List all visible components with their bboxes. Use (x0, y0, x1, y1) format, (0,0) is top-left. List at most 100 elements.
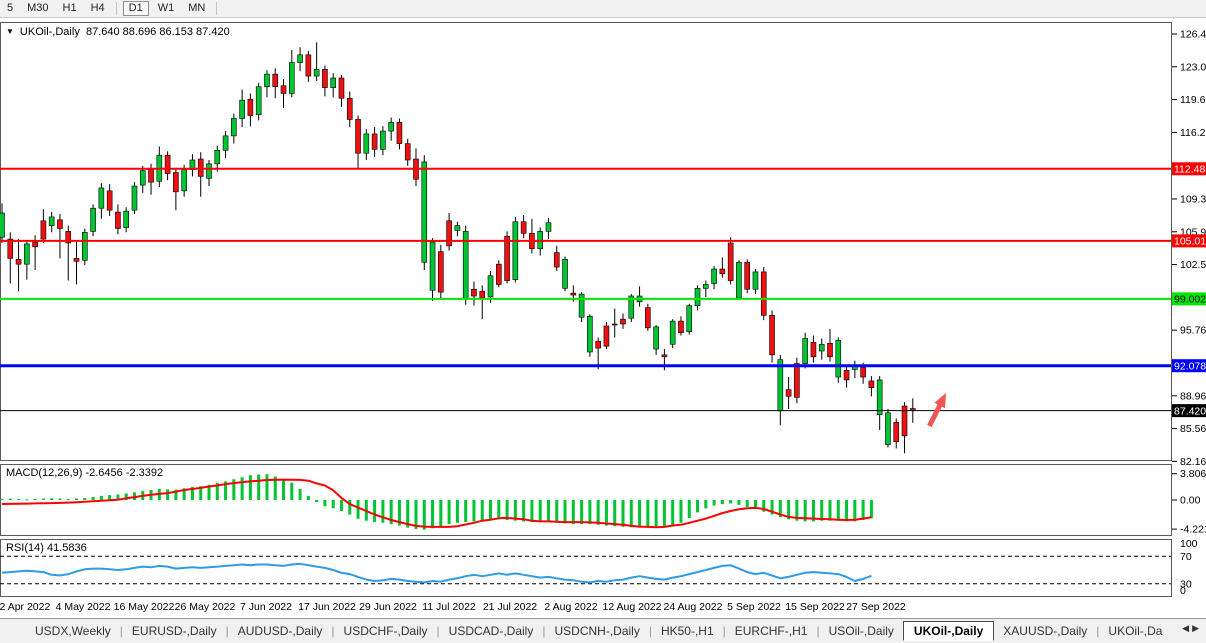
candle-bull (818, 343, 825, 352)
macd-histogram-bar (174, 489, 178, 500)
tab-usdcnh-daily[interactable]: USDCNH-,Daily (554, 624, 640, 638)
date-label[interactable]: 24 Aug 2022 (664, 601, 723, 613)
candle-bear (769, 315, 775, 356)
candle-bear (272, 73, 279, 87)
macd-histogram-bar (778, 500, 782, 518)
timeframe-h1[interactable]: H1 (62, 2, 77, 14)
tab-eurusd-daily[interactable]: EURUSD-,Daily (131, 624, 217, 638)
candle-bull (454, 225, 461, 231)
candle-bear (611, 323, 618, 326)
macd-histogram-bar (373, 500, 377, 523)
price-tick-label: 116.260 (1180, 127, 1206, 139)
tab-ukoil-daily[interactable]: UKOil-,Daily (902, 621, 995, 641)
candle-bear (794, 363, 800, 398)
candle-bear (355, 119, 361, 154)
date-label[interactable]: 7 Jun 2022 (240, 601, 292, 613)
macd-histogram-bar (240, 477, 244, 500)
candle-bull (686, 305, 693, 333)
candle-bear (7, 238, 14, 259)
timeframe-h4[interactable]: H4 (90, 2, 105, 14)
candle-bear (15, 259, 22, 265)
macd-tick-label: 0.00 (1180, 495, 1201, 507)
date-label[interactable]: 21 Jul 2022 (483, 601, 537, 613)
tab-separator: | (119, 624, 123, 638)
candle-bull (222, 135, 229, 151)
candle-bull (239, 99, 245, 119)
tab-usdx-weekly[interactable]: USDX,Weekly (35, 624, 111, 638)
date-label[interactable]: 27 Sep 2022 (846, 601, 906, 613)
macd-histogram-bar (83, 497, 87, 500)
candle-bull (711, 268, 717, 284)
macd-histogram-bar (753, 500, 757, 509)
candle-bear (570, 292, 577, 296)
candle-bear (827, 342, 833, 358)
timeframe-mn[interactable]: MN (188, 2, 206, 14)
timeframe-d1[interactable]: D1 (122, 1, 149, 16)
candle-bear (57, 219, 63, 229)
timeframe-w1[interactable]: W1 (157, 2, 175, 14)
candle-bear (280, 85, 287, 94)
date-label[interactable]: 17 Jun 2022 (298, 601, 356, 613)
macd-histogram-bar (282, 479, 286, 500)
macd-histogram-bar (828, 500, 832, 521)
macd-histogram-bar (99, 495, 103, 500)
macd-panel-frame (0, 464, 1172, 536)
candle-bear (115, 211, 121, 229)
date-label[interactable]: 11 Jul 2022 (422, 601, 476, 613)
date-label[interactable]: 4 May 2022 (56, 601, 111, 613)
tab-audusd-daily[interactable]: AUDUSD-,Daily (237, 624, 323, 638)
macd-histogram-bar (720, 500, 724, 505)
tab-ukoil-da[interactable]: UKOil-,Da (1108, 624, 1163, 638)
date-label[interactable]: 22 Apr 2022 (0, 601, 50, 613)
macd-histogram-bar (8, 498, 12, 500)
tab-usdcad-daily[interactable]: USDCAD-,Daily (448, 624, 534, 638)
tab-xauusd-daily[interactable]: XAUUSD-,Daily (1003, 624, 1088, 638)
macd-histogram-bar (389, 500, 393, 525)
tab-hk50-h1[interactable]: HK50-,H1 (660, 624, 714, 638)
candle-bull (313, 69, 320, 77)
tab-usoil-daily[interactable]: USOil-,Daily (828, 624, 894, 638)
macd-histogram-bar (737, 500, 741, 505)
candle-bear (438, 251, 444, 293)
macd-histogram-bar (588, 500, 592, 525)
candle-bull (777, 359, 784, 412)
tab-usdchf-daily[interactable]: USDCHF-,Daily (343, 624, 428, 638)
chart-dropdown-icon[interactable]: ▼ (6, 27, 14, 36)
macd-histogram-bar (248, 475, 252, 500)
timeframe-5[interactable]: 5 (7, 2, 14, 14)
macd-histogram-bar (190, 486, 194, 500)
price-tick-label: 119.660 (1180, 94, 1206, 106)
candle-bear (893, 422, 900, 442)
macd-histogram-bar (803, 500, 807, 522)
price-tick-label: 102.560 (1180, 259, 1206, 271)
macd-histogram-bar (604, 500, 608, 526)
macd-histogram-bar (306, 495, 310, 500)
macd-histogram-bar (596, 500, 600, 525)
date-label[interactable]: 26 May 2022 (175, 601, 236, 613)
candle-bull (736, 261, 742, 299)
candle-bull (545, 222, 552, 232)
macd-histogram-bar (687, 500, 691, 518)
price-tick-label: 88.960 (1180, 390, 1206, 402)
tabbar-scroll-right-icon[interactable]: ▶ (1192, 623, 1202, 633)
macd-histogram-bar (406, 500, 410, 528)
date-label[interactable]: 15 Sep 2022 (785, 601, 845, 613)
up-arrow-annotation[interactable] (927, 393, 946, 428)
candle-bull (214, 150, 221, 165)
date-label[interactable]: 29 Jun 2022 (359, 601, 417, 613)
candle-bear (346, 97, 353, 120)
tab-eurchf-h1[interactable]: EURCHF-,H1 (734, 624, 808, 638)
timeframe-m30[interactable]: M30 (27, 2, 49, 14)
macd-histogram-bar (323, 500, 327, 507)
macd-histogram-bar (224, 481, 228, 500)
date-label[interactable]: 12 Aug 2022 (603, 601, 662, 613)
date-label[interactable]: 2 Aug 2022 (544, 601, 597, 613)
candle-bear (32, 241, 38, 248)
macd-histogram-bar (513, 500, 517, 521)
tabbar-scroll-left-icon[interactable]: ◀ (1182, 623, 1193, 633)
macd-histogram-bar (66, 498, 70, 500)
candle-bear (645, 307, 651, 329)
date-label[interactable]: 5 Sep 2022 (727, 601, 781, 613)
date-label[interactable]: 16 May 2022 (114, 601, 175, 613)
